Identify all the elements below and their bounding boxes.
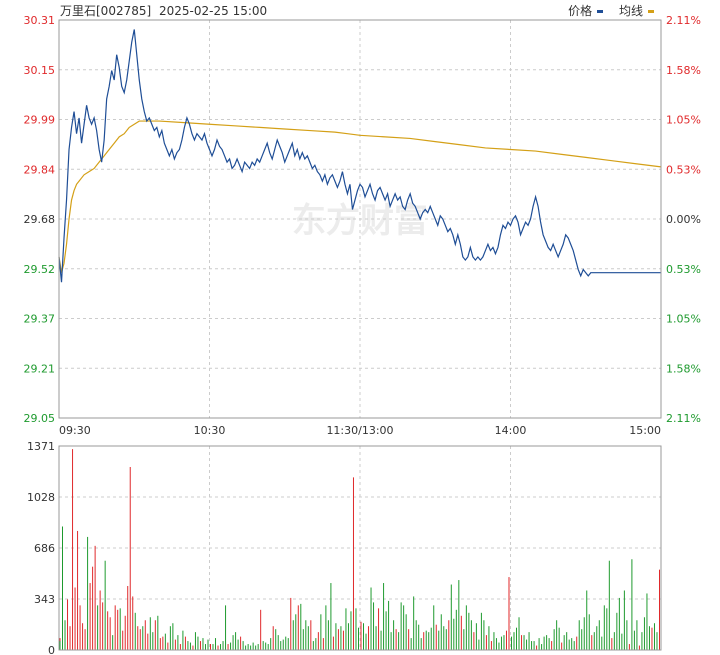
legend-swatch-avg	[648, 10, 654, 13]
price-y-tick-label: 29.52	[24, 263, 56, 276]
legend-label-price: 价格	[568, 4, 593, 18]
percent-y-tick-label: 2.11%	[666, 14, 701, 27]
price-panel-frame	[58, 19, 662, 419]
percent-y-tick-label: 0.53%	[666, 163, 701, 176]
price-y-tick-label: 29.21	[24, 362, 56, 375]
volume-y-tick-label: 0	[48, 644, 55, 655]
time-x-tick-label: 15:00	[629, 424, 661, 437]
stock-name: 万里石[002785]	[60, 4, 152, 18]
legend: 价格 均线	[560, 2, 658, 19]
volume-y-tick-label: 1028	[27, 491, 55, 504]
percent-y-tick-label: 0.53%	[666, 263, 701, 276]
volume-panel-frame	[58, 445, 662, 651]
percent-y-tick-label: 1.05%	[666, 114, 701, 127]
legend-swatch-price	[597, 10, 604, 13]
price-y-tick-label: 29.84	[24, 163, 56, 176]
time-x-tick-label: 14:00	[495, 424, 527, 437]
price-y-tick-label: 30.31	[24, 14, 56, 27]
chart-datetime: 2025-02-25 15:00	[159, 4, 268, 18]
legend-item-avg: 均线	[619, 4, 658, 18]
time-x-tick-label: 09:30	[59, 424, 91, 437]
chart-title: 万里石[002785] 2025-02-25 15:00	[60, 2, 267, 19]
price-y-tick-label: 29.68	[24, 213, 56, 226]
volume-y-tick-label: 1371	[27, 440, 55, 453]
price-y-tick-label: 29.05	[24, 412, 56, 425]
percent-y-tick-label: 1.05%	[666, 313, 701, 326]
volume-y-tick-label: 686	[34, 542, 55, 555]
price-y-tick-label: 29.99	[24, 114, 56, 127]
price-y-tick-label: 29.37	[24, 313, 56, 326]
percent-y-tick-label: 2.11%	[666, 412, 701, 425]
percent-y-tick-label: 0.00%	[666, 213, 701, 226]
time-x-tick-label: 10:30	[194, 424, 226, 437]
legend-label-avg: 均线	[618, 4, 643, 18]
time-x-tick-label: 11:30/13:00	[326, 424, 393, 437]
price-line	[58, 29, 661, 283]
volume-y-tick-label: 343	[34, 593, 55, 606]
legend-item-price: 价格	[568, 4, 611, 18]
percent-y-tick-label: 1.58%	[666, 64, 701, 77]
price-y-tick-label: 30.15	[24, 64, 56, 77]
percent-y-tick-label: 1.58%	[666, 362, 701, 375]
